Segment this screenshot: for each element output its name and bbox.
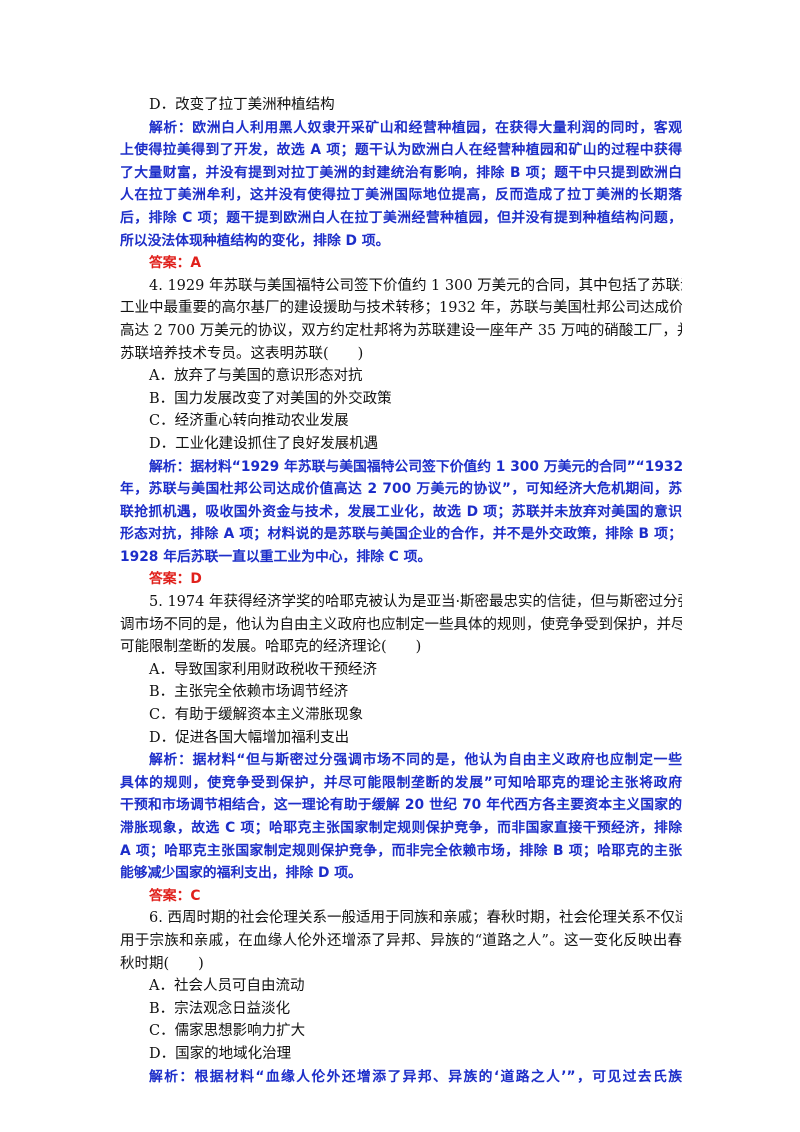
q6-explanation-line: 解析：根据材料“血缘人伦外还增添了异邦、异族的‘道路之人’”，可见过去氏族 xyxy=(149,1068,682,1085)
q4-stem-line: 4. 1929 年苏联与美国福特公司签下价值约 1 300 万美元的合同，其中包… xyxy=(149,277,682,294)
document-page: D．改变了拉丁美洲种植结构 解析：欧洲白人利用黑人奴隶开采矿山和经营种植园，在获… xyxy=(120,94,682,1088)
q4-option-b: B．国力发展改变了对美国的外交政策 xyxy=(149,390,392,407)
q5-stem-line: 调市场不同的是，他认为自由主义政府也应制定一些具体的规则，使竞争受到保护，并尽 xyxy=(120,616,682,633)
q3-answer: 答案：A xyxy=(149,255,202,272)
q4-explanation-line: 形态对抗，排除 A 项；材料说的是苏联与美国企业的合作，并不是外交政策，排除 B… xyxy=(120,526,682,543)
q3-explanation-line: 了大量财富，并没有提到对拉丁美洲的封建统治有影响，排除 B 项；题干中只提到欧洲… xyxy=(120,164,682,181)
q5-explanation-line: 滞胀现象，故选 C 项；哈耶克主张国家制定规则保护竞争，而非国家直接干预经济，排… xyxy=(120,820,682,836)
q4-option-a: A．放弃了与美国的意识形态对抗 xyxy=(149,368,363,385)
q4-stem-line: 苏联培养技术专员。这表明苏联( ) xyxy=(120,345,364,362)
q5-answer: 答案：C xyxy=(149,887,201,904)
q4-stem-line: 工业中最重要的高尔基厂的建设援助与技术转移；1932 年，苏联与美国杜邦公司达成… xyxy=(120,300,682,317)
q5-option-b: B．主张完全依赖市场调节经济 xyxy=(149,684,349,701)
q5-explanation-line: 干预和市场调节相结合，这一理论有助于缓解 20 世纪 70 年代西方各主要资本主… xyxy=(120,797,682,814)
q3-explanation-line: 人在拉丁美洲牟利，这并没有使得拉丁美洲国际地位提高，反而造成了拉丁美洲的长期落 xyxy=(120,187,682,204)
q5-option-c: C．有助于缓解资本主义滞胀现象 xyxy=(149,707,364,724)
q4-answer: 答案：D xyxy=(149,571,202,588)
q6-option-a: A．社会人员可自由流动 xyxy=(149,978,305,995)
q4-option-d: D．工业化建设抓住了良好发展机遇 xyxy=(149,435,379,452)
q3-explanation-line: 上使得拉美得到了开发，故选 A 项；题干认为欧洲白人在经营种植园和矿山的过程中获… xyxy=(120,142,682,159)
q4-stem-line: 高达 2 700 万美元的协议，双方约定杜邦将为苏联建设一座年产 35 万吨的硝… xyxy=(120,322,682,339)
q6-option-d: D．国家的地域化治理 xyxy=(149,1045,292,1062)
q4-explanation-line: 联抢抓机遇，吸收国外资金与技术，发展工业化，故选 D 项；苏联并未放弃对美国的意… xyxy=(120,503,682,520)
q3-explanation-line: 所以没法体现种植结构的变化，排除 D 项。 xyxy=(120,232,390,249)
q5-explanation-line: 能够减少国家的福利支出，排除 D 项。 xyxy=(120,865,362,882)
q6-stem-line: 秋时期( ) xyxy=(120,955,204,972)
q6-option-b: B．宗法观念日益淡化 xyxy=(149,1000,291,1017)
q4-explanation-line: 年，苏联与美国杜邦公司达成价值高达 2 700 万美元的协议”，可知经济大危机期… xyxy=(120,481,682,498)
q5-explanation-line: A 项；哈耶克主张国家制定规则保护竞争，而非完全依赖市场，排除 B 项；哈耶克的… xyxy=(120,842,682,859)
q4-explanation-line: 解析：据材料“1929 年苏联与美国福特公司签下价值约 1 300 万美元的合同… xyxy=(149,458,682,475)
q4-option-c: C．经济重心转向推动农业发展 xyxy=(149,413,349,430)
q4-explanation-line: 1928 年后苏联一直以重工业为中心，排除 C 项。 xyxy=(120,548,432,565)
q5-explanation-line: 具体的规则，使竞争受到保护，并尽可能限制垄断的发展”可知哈耶克的理论主张将政府 xyxy=(120,774,682,791)
q3-explanation-line: 解析：欧洲白人利用黑人奴隶开采矿山和经营种植园，在获得大量利润的同时，客观 xyxy=(149,119,682,136)
q5-stem-line: 5. 1974 年获得经济学奖的哈耶克被认为是亚当·斯密最忠实的信徒，但与斯密过… xyxy=(149,594,682,611)
q5-option-a: A．导致国家利用财政税收干预经济 xyxy=(149,661,377,678)
q6-stem-line: 6. 西周时期的社会伦理关系一般适用于同族和亲戚；春秋时期，社会伦理关系不仅适 xyxy=(149,910,682,927)
q3-option-d: D．改变了拉丁美洲种植结构 xyxy=(149,97,335,113)
q5-option-d: D．促进各国大幅增加福利支出 xyxy=(149,729,350,746)
q5-explanation-line: 解析：据材料“但与斯密过分强调市场不同的是，他认为自由主义政府也应制定一些 xyxy=(149,752,682,769)
q6-option-c: C．儒家思想影响力扩大 xyxy=(149,1023,306,1040)
q5-stem-line: 可能限制垄断的发展。哈耶克的经济理论( ) xyxy=(120,639,422,656)
q6-stem-line: 用于宗族和亲戚，在血缘人伦外还增添了异邦、异族的“道路之人”。这一变化反映出春 xyxy=(120,932,682,949)
q3-explanation-line: 后，排除 C 项；题干提到欧洲白人在拉丁美洲经营种植园，但并没有提到种植结构问题… xyxy=(120,209,682,226)
